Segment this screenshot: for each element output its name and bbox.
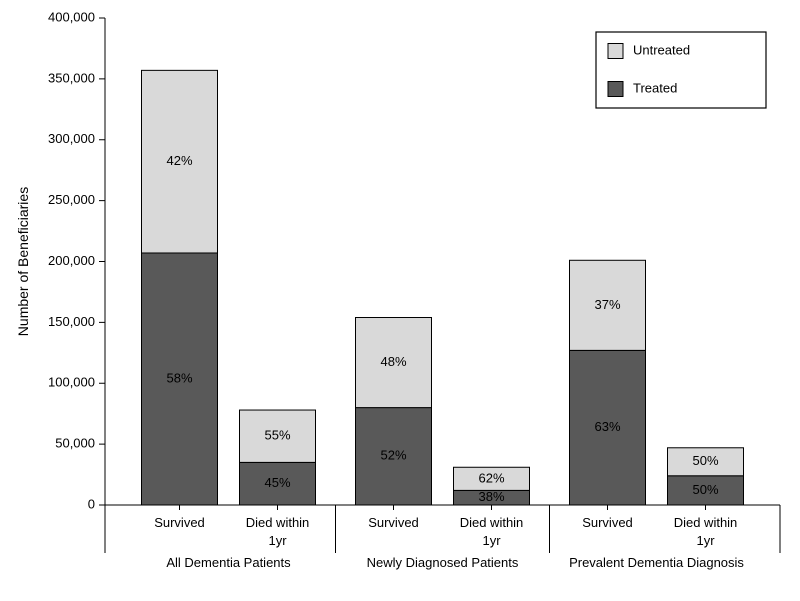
bar-pct-treated: 38% bbox=[478, 489, 504, 504]
y-axis-title: Number of Beneficiaries bbox=[15, 187, 31, 336]
bar-label: Died within bbox=[674, 515, 738, 530]
bar-label: Died within bbox=[246, 515, 310, 530]
y-tick-label: 0 bbox=[88, 496, 95, 511]
bar-pct-untreated: 48% bbox=[380, 354, 406, 369]
bar-pct-untreated: 55% bbox=[264, 428, 290, 443]
group-label: Prevalent Dementia Diagnosis bbox=[569, 555, 744, 570]
y-tick-label: 200,000 bbox=[48, 253, 95, 268]
beneficiaries-chart: 0 50,000 100,000 150,000 200,000 250,000 300,0… bbox=[0, 0, 800, 596]
bar-pct-treated: 45% bbox=[264, 475, 290, 490]
bar-label: Survived bbox=[368, 515, 419, 530]
y-tick-label: 300,000 bbox=[48, 131, 95, 146]
bar-label: 1yr bbox=[696, 533, 715, 548]
legend-swatch-untreated bbox=[608, 44, 623, 59]
bar-pct-untreated: 50% bbox=[692, 453, 718, 468]
group-label: Newly Diagnosed Patients bbox=[367, 555, 519, 570]
bar-pct-untreated: 37% bbox=[594, 297, 620, 312]
bar-pct-treated: 58% bbox=[166, 370, 192, 385]
y-tick-label: 100,000 bbox=[48, 375, 95, 390]
bar-label: Survived bbox=[154, 515, 205, 530]
bar-label: 1yr bbox=[482, 533, 501, 548]
bar-label: Survived bbox=[582, 515, 633, 530]
chart-svg: 0 50,000 100,000 150,000 200,000 250,000 300,0… bbox=[0, 0, 800, 596]
bar-pct-treated: 52% bbox=[380, 448, 406, 463]
bar-pct-treated: 63% bbox=[594, 419, 620, 434]
legend-label-untreated: Untreated bbox=[633, 42, 690, 57]
bar-pct-untreated: 42% bbox=[166, 153, 192, 168]
y-tick-label: 400,000 bbox=[48, 9, 95, 24]
y-tick-label: 350,000 bbox=[48, 70, 95, 85]
bar-pct-untreated: 62% bbox=[478, 470, 504, 485]
bar-label: Died within bbox=[460, 515, 524, 530]
bar-pct-treated: 50% bbox=[692, 482, 718, 497]
legend-swatch-treated bbox=[608, 82, 623, 97]
y-tick-label: 50,000 bbox=[55, 436, 95, 451]
y-tick-label: 250,000 bbox=[48, 192, 95, 207]
legend-label-treated: Treated bbox=[633, 80, 677, 95]
group-label: All Dementia Patients bbox=[166, 555, 291, 570]
bar-label: 1yr bbox=[268, 533, 287, 548]
y-tick-label: 150,000 bbox=[48, 314, 95, 329]
